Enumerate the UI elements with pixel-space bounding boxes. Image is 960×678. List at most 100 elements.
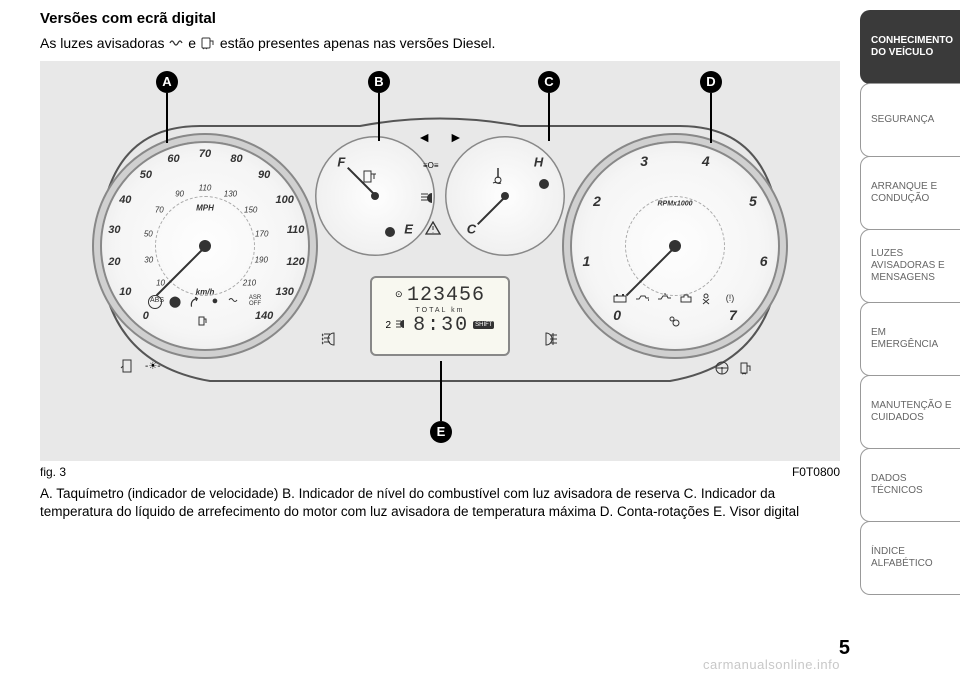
steering-icon — [715, 361, 729, 380]
fuel-E: E — [404, 222, 413, 237]
shift-indicator: SHIFT — [473, 321, 494, 329]
tacho-num: 5 — [749, 193, 757, 209]
speedo-inner-num: 70 — [155, 206, 164, 215]
fuel-gauge: F E — [315, 136, 435, 256]
tacho-warning-lights: (!) — [610, 293, 740, 329]
speedo-num: 30 — [108, 224, 120, 236]
abs-icon: ABS — [148, 295, 162, 309]
service-icon: ⊙ — [395, 289, 403, 299]
speedo-num: 70 — [199, 148, 211, 160]
intro-part3: estão presentes apenas nas versões Diese… — [220, 35, 496, 51]
speedo-num: 100 — [275, 194, 293, 206]
callout-line — [378, 93, 380, 141]
chapter-tab[interactable]: ÍNDICE ALFABÉTICO — [860, 521, 960, 595]
callout-B: B — [368, 71, 390, 93]
speedo-inner-num: 130 — [224, 189, 237, 198]
speedo-num: 80 — [230, 153, 242, 165]
left-arrow-icon: ◄ — [417, 129, 431, 145]
speedo-inner-num: 90 — [175, 189, 184, 198]
speedo-warning-lights: ABS ⬤ ● ASROFF — [140, 295, 270, 329]
speedo-inner-num: 190 — [255, 255, 268, 264]
fuel-warn-icon — [198, 315, 212, 329]
tacho-num: 6 — [760, 253, 768, 269]
callout-line — [710, 93, 712, 143]
temp-gauge: C H — [445, 136, 565, 256]
speedo-inner-num: 30 — [144, 255, 153, 264]
chapter-tab[interactable]: CONHECIMENTO DO VEÍCULO — [860, 10, 960, 84]
tacho-num: 2 — [593, 193, 601, 209]
speedometer-dial: 0102030405060708090100110120130140 10305… — [100, 141, 310, 351]
water-in-fuel-icon — [200, 36, 216, 53]
speedo-hub — [199, 240, 211, 252]
temp-needle — [477, 195, 507, 225]
figure-label: fig. 3 — [40, 465, 66, 479]
speedo-num: 40 — [119, 194, 131, 206]
tacho-num: 1 — [582, 253, 590, 269]
callout-D: D — [700, 71, 722, 93]
callout-A: A — [156, 71, 178, 93]
speedo-num: 130 — [275, 286, 293, 298]
speedo-inner-num: 170 — [255, 229, 268, 238]
odometer-value: 123456 — [407, 284, 485, 307]
speedo-inner-num: 150 — [244, 206, 257, 215]
tacho-num: 4 — [702, 153, 710, 169]
temp-H: H — [534, 155, 543, 170]
speedo-num: 60 — [167, 153, 179, 165]
eco-icon: ● — [208, 295, 222, 309]
speedo-num: 120 — [286, 256, 304, 268]
digital-display: ⊙ 123456 TOTAL km 2 8:30 SHIFT — [370, 276, 510, 356]
temp-max-light — [539, 179, 549, 189]
chapter-tabs: CONHECIMENTO DO VEÍCULOSEGURANÇAARRANQUE… — [860, 10, 960, 594]
speedo-num: 20 — [108, 256, 120, 268]
intro-part2: e — [188, 35, 200, 51]
glow-plug-icon — [168, 36, 184, 52]
speedo-inner-num: 110 — [199, 183, 212, 192]
chapter-tab[interactable]: MANUTENÇÃO E CUIDADOS — [860, 375, 960, 449]
tacho-num: 3 — [640, 153, 648, 169]
thermometer-icon — [491, 167, 505, 190]
tachometer-dial: 01234567 RPMx1000 (!) — [570, 141, 780, 351]
fuel-pump-icon — [740, 361, 752, 380]
warning-triangle-icon — [425, 221, 441, 240]
odometer-label: TOTAL km — [372, 307, 508, 314]
speedo-unit-mph: MPH — [196, 203, 214, 212]
chapter-tab[interactable]: DADOS TÉCNICOS — [860, 448, 960, 522]
fog-rear-icon — [538, 331, 560, 352]
turn-signals: ◄ ► — [400, 129, 480, 147]
oil-icon — [635, 293, 649, 307]
oil-temp-icon — [657, 293, 671, 307]
intro-text: As luzes avisadoras e estão presentes ap… — [40, 35, 840, 53]
engine-icon — [679, 293, 693, 307]
intro-part1: As luzes avisadoras — [40, 35, 168, 51]
figure-instrument-cluster: A B C D E 010203040506070809010011012013… — [40, 61, 840, 461]
sidelights-icon: ≡O≡ — [423, 161, 439, 170]
speedo-num: 110 — [287, 224, 305, 236]
glow-icon — [228, 295, 242, 309]
chapter-tab[interactable]: SEGURANÇA — [860, 83, 960, 157]
callout-E: E — [430, 421, 452, 443]
fuel-F: F — [337, 155, 345, 170]
airbag-icon — [668, 315, 682, 329]
page-number: 5 — [839, 637, 850, 660]
chapter-tab[interactable]: ARRANQUE E CONDUÇÃO — [860, 156, 960, 230]
fuel-reserve-light — [385, 227, 395, 237]
asr-off-icon: ASROFF — [248, 295, 262, 309]
chapter-tab[interactable]: EM EMERGÊNCIA — [860, 302, 960, 376]
section-title: Versões com ecrã digital — [40, 10, 840, 27]
battery-icon — [613, 293, 627, 307]
temp-hub — [501, 192, 509, 200]
door-open-icon — [120, 359, 134, 378]
speedo-num: 90 — [258, 169, 270, 181]
callout-C: C — [538, 71, 560, 93]
figure-caption: A. Taquímetro (indicador de velocidade) … — [40, 485, 840, 521]
fuel-hub — [371, 192, 379, 200]
speedo-num: 50 — [140, 169, 152, 181]
right-arrow-icon: ► — [449, 129, 463, 145]
brake-icon: ⬤ — [168, 295, 182, 309]
callout-line — [548, 93, 550, 141]
lcd-extra-2: 2 — [386, 320, 392, 331]
fog-front-icon — [320, 331, 342, 352]
bulb-icon: -☀- — [145, 361, 161, 372]
chapter-tab[interactable]: LUZES AVISADORAS E MENSAGENS — [860, 229, 960, 303]
esc-icon — [188, 295, 202, 309]
